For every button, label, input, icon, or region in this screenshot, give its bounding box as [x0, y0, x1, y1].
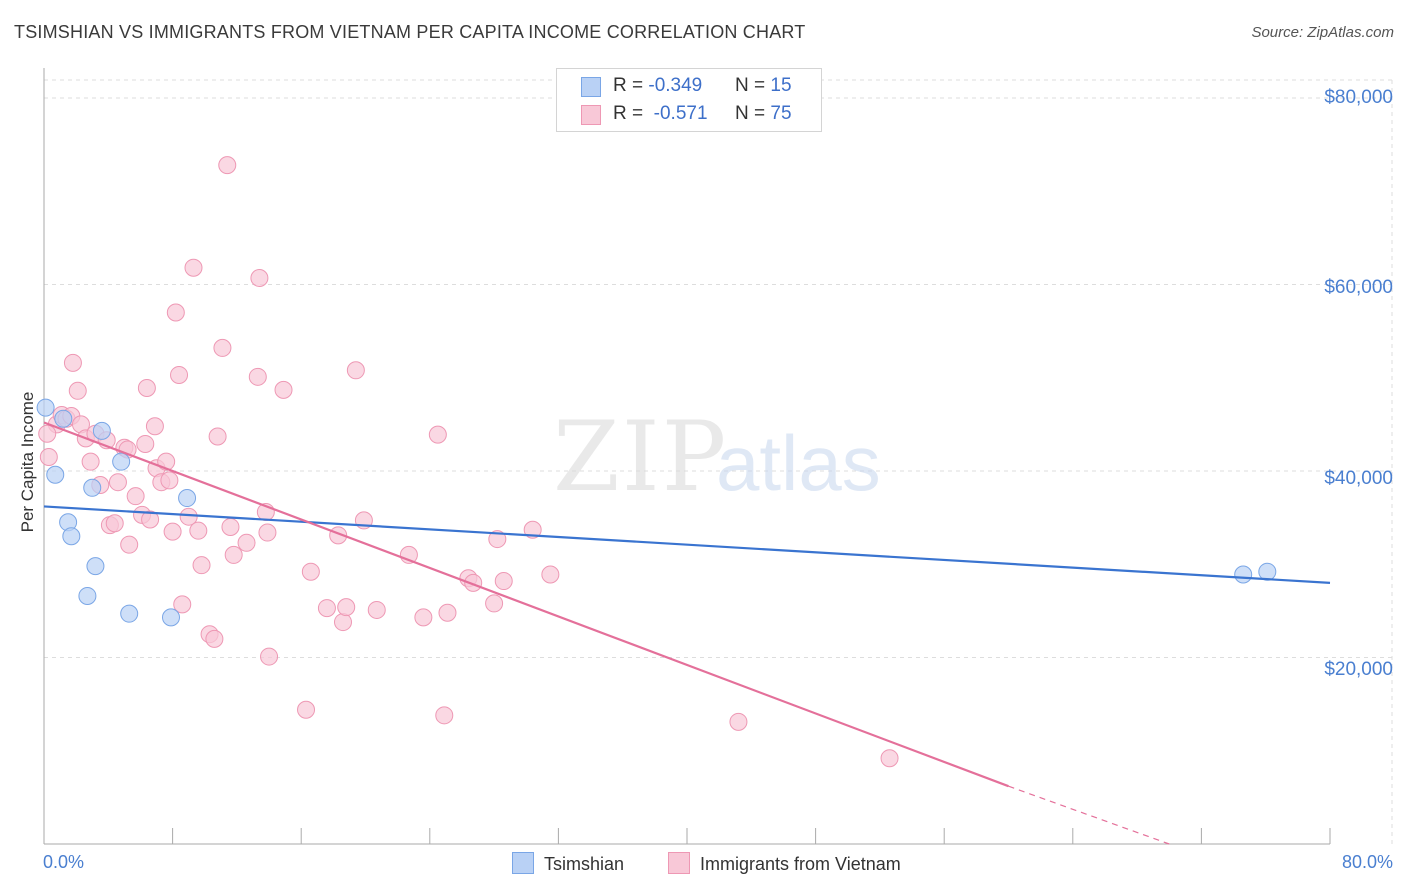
legend-item-vietnam[interactable]: Immigrants from Vietnam	[668, 852, 901, 875]
point-tsimshian	[120, 604, 139, 623]
point-vietnam	[485, 594, 504, 613]
point-vietnam	[729, 712, 748, 731]
y-tick-label-20000: $20,000	[1324, 659, 1393, 680]
point-vietnam	[541, 565, 560, 584]
point-tsimshian	[86, 557, 105, 576]
point-tsimshian	[36, 398, 55, 417]
point-vietnam	[141, 510, 160, 529]
watermark: ZIP atlas	[553, 401, 881, 513]
point-vietnam	[170, 365, 189, 384]
point-vietnam	[428, 425, 447, 444]
point-vietnam	[184, 258, 203, 277]
point-vietnam	[163, 522, 182, 541]
y-tick-label-80000: $80,000	[1324, 87, 1393, 108]
point-tsimshian	[1258, 562, 1277, 581]
point-vietnam	[248, 367, 267, 386]
chart-title: TSIMSHIAN VS IMMIGRANTS FROM VIETNAM PER…	[14, 22, 806, 42]
point-vietnam	[464, 573, 483, 592]
point-vietnam	[126, 487, 145, 506]
point-vietnam	[250, 268, 269, 287]
point-vietnam	[237, 533, 256, 552]
point-vietnam	[63, 353, 82, 372]
trend-lines	[43, 421, 1331, 845]
point-tsimshian	[62, 527, 81, 546]
point-vietnam	[120, 535, 139, 554]
point-vietnam	[221, 517, 240, 536]
legend-label: Immigrants from Vietnam	[700, 854, 901, 874]
point-vietnam	[523, 520, 542, 539]
point-tsimshian	[112, 452, 131, 471]
data-points	[36, 156, 1277, 768]
point-vietnam	[81, 452, 100, 471]
y-axis-label: Per Capita Income	[18, 391, 37, 533]
point-vietnam	[258, 523, 277, 542]
legend-n: N = 75	[735, 103, 792, 124]
point-vietnam	[317, 599, 336, 618]
series-legend: Tsimshian Immigrants from Vietnam	[0, 852, 1406, 878]
point-tsimshian	[54, 409, 73, 428]
point-vietnam	[213, 338, 232, 357]
point-vietnam	[494, 572, 513, 591]
point-vietnam	[208, 427, 227, 446]
point-vietnam	[414, 608, 433, 627]
legend-swatch-blue	[581, 77, 601, 97]
legend-r: R = -0.571	[613, 103, 708, 124]
point-tsimshian	[1234, 565, 1253, 584]
point-vietnam	[173, 595, 192, 614]
legend-swatch-pink	[668, 852, 690, 874]
legend-r: R = -0.349	[613, 75, 703, 96]
point-vietnam	[435, 706, 454, 725]
y-tick-label-60000: $60,000	[1324, 277, 1393, 298]
point-vietnam	[38, 424, 57, 443]
trend-line-vietnam	[43, 421, 1009, 788]
point-tsimshian	[92, 421, 111, 440]
point-vietnam	[346, 361, 365, 380]
point-vietnam	[333, 613, 352, 632]
point-vietnam	[105, 514, 124, 533]
watermark-atlas: atlas	[716, 419, 881, 507]
legend-swatch-pink	[581, 105, 601, 125]
point-vietnam	[160, 471, 179, 490]
point-tsimshian	[78, 586, 97, 605]
point-vietnam	[367, 600, 386, 619]
point-tsimshian	[161, 608, 180, 627]
point-vietnam	[218, 156, 237, 175]
point-vietnam	[880, 749, 899, 768]
source-credit: Source: ZipAtlas.com	[1251, 24, 1394, 41]
correlation-legend: R = -0.349 N = 15 R = -0.571 N = 75	[556, 68, 822, 132]
point-vietnam	[438, 603, 457, 622]
legend-n: N = 15	[735, 75, 792, 96]
point-tsimshian	[83, 478, 102, 497]
point-vietnam	[488, 530, 507, 549]
point-vietnam	[136, 434, 155, 453]
point-tsimshian	[46, 465, 65, 484]
watermark-zip: ZIP	[553, 401, 728, 513]
point-vietnam	[39, 448, 58, 467]
point-tsimshian	[178, 489, 197, 508]
point-vietnam	[301, 562, 320, 581]
point-vietnam	[260, 647, 279, 666]
point-vietnam	[68, 381, 87, 400]
x-tick-label-min: 0.0%	[43, 852, 85, 872]
point-vietnam	[145, 417, 164, 436]
point-vietnam	[274, 380, 293, 399]
y-tick-label-40000: $40,000	[1324, 468, 1393, 489]
point-vietnam	[108, 473, 127, 492]
point-vietnam	[205, 629, 224, 648]
point-vietnam	[224, 545, 243, 564]
legend-item-tsimshian[interactable]: Tsimshian	[512, 852, 624, 875]
trend-line-tsimshian	[43, 505, 1331, 584]
x-tick-label-max: 80.0%	[1341, 852, 1393, 872]
point-vietnam	[137, 379, 156, 398]
point-vietnam	[192, 556, 211, 575]
point-vietnam	[297, 700, 316, 719]
legend-swatch-blue	[512, 852, 534, 874]
point-vietnam	[179, 507, 198, 526]
point-vietnam	[189, 521, 208, 540]
legend-label: Tsimshian	[544, 854, 625, 874]
point-vietnam	[166, 303, 185, 322]
point-vietnam	[337, 598, 356, 617]
trend-line-vietnam-extension	[1008, 785, 1170, 845]
